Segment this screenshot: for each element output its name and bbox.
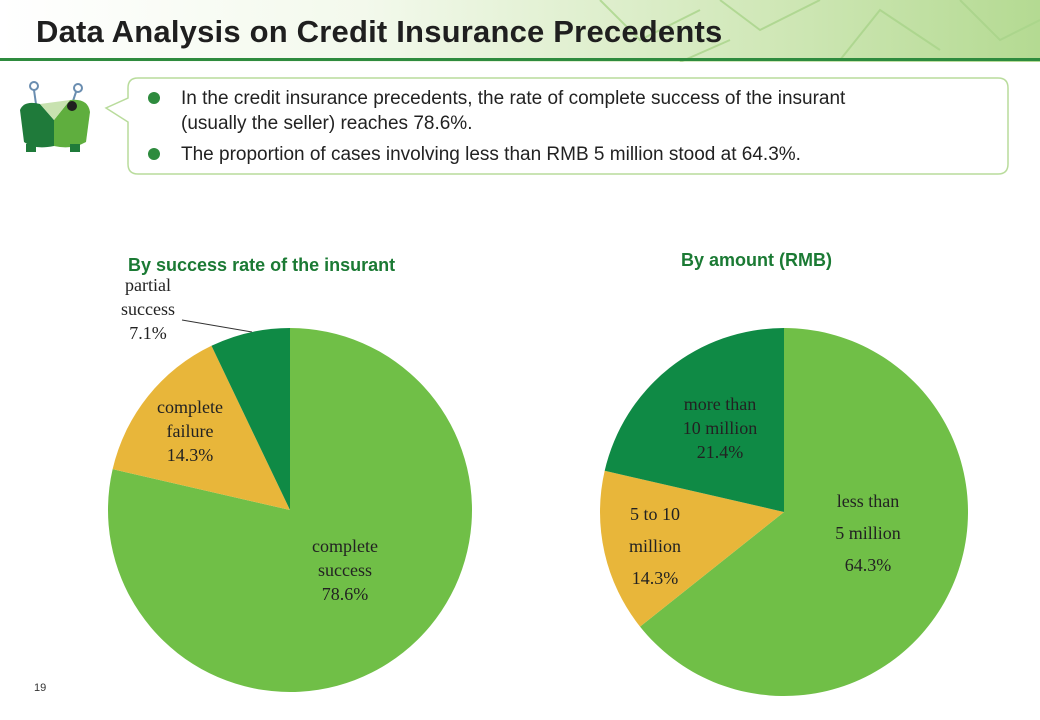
pie-slice <box>600 470 784 627</box>
bullet-text: In the credit insurance precedents, the … <box>181 88 846 134</box>
bullet-dot-icon <box>148 92 160 104</box>
chart-title-success-rate: By success rate of the insurant <box>128 255 396 275</box>
mascot-icon <box>20 81 90 152</box>
slice-label: less than 5 million 64.3% <box>835 491 901 575</box>
bullet-item: The proportion of cases involving less t… <box>148 142 881 167</box>
pie-slice <box>107 328 472 693</box>
slice-label: complete failure 14.3% <box>157 397 223 465</box>
header-divider <box>0 58 1040 61</box>
pie-slice <box>112 345 290 510</box>
callout-box <box>104 77 1009 175</box>
slice-label: more than 10 million 21.4% <box>683 394 758 462</box>
header-decoration <box>599 0 1040 62</box>
header-bar: Data Analysis on Credit Insurance Preced… <box>0 0 1040 62</box>
page-title: Data Analysis on Credit Insurance Preced… <box>36 14 723 49</box>
chart-title-amount: By amount (RMB) <box>681 250 832 270</box>
slice-label: complete success 78.6% <box>312 536 378 604</box>
bullet-dot-icon <box>148 148 160 160</box>
pie-slice <box>211 328 290 510</box>
bullet-text: The proportion of cases involving less t… <box>181 144 801 165</box>
page-number: 19 <box>34 682 47 694</box>
bullet-item: In the credit insurance precedents, the … <box>148 86 881 136</box>
pie-slice <box>604 328 784 512</box>
leader-line <box>181 319 253 333</box>
slice-label: 5 to 10 million 14.3% <box>629 504 681 588</box>
pie-slice <box>640 328 969 697</box>
slice-label: partial success 7.1% <box>121 275 175 343</box>
